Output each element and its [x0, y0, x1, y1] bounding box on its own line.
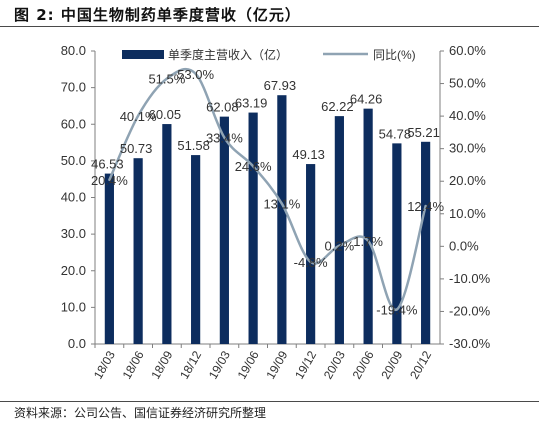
yoy-growth-point — [136, 114, 140, 117]
yoy-growth-point — [251, 165, 255, 168]
line-value-label: 13.1% — [263, 197, 300, 212]
left-tick-label: 70.0 — [61, 80, 86, 95]
left-tick-label: 30.0 — [61, 226, 86, 241]
revenue-bar — [421, 141, 431, 344]
revenue-bar — [392, 143, 402, 344]
legend-layer: 单季度主营收入（亿） 同比(%) — [122, 47, 416, 62]
left-tick-label: 80.0 — [61, 43, 86, 58]
figure-title: 图 2: 中国生物制药单季度营收（亿元） — [14, 6, 301, 24]
revenue-bar — [133, 158, 143, 344]
bar-value-label: 46.53 — [91, 157, 124, 172]
source-rule — [0, 401, 539, 402]
x-tick-label: 20/03 — [321, 348, 348, 381]
line-value-label: 20.4% — [91, 173, 128, 188]
yoy-growth-point — [309, 260, 312, 264]
revenue-bar — [162, 124, 172, 345]
revenue-bar — [363, 108, 373, 344]
yoy-growth-point — [194, 72, 197, 75]
revenue-bar — [277, 95, 287, 344]
legend-bar-swatch — [122, 50, 164, 59]
right-tick-label: 40.0% — [449, 108, 486, 123]
line-value-label: 53.0% — [177, 67, 214, 82]
line-value-label: -19.4% — [376, 302, 418, 317]
right-tick-label: 20.0% — [449, 173, 486, 188]
bar-value-label: 55.21 — [407, 125, 440, 140]
yoy-growth-point — [395, 308, 399, 311]
left-tick-label: 60.0 — [61, 116, 86, 131]
line-value-label: 40.1% — [120, 109, 157, 124]
right-tick-label: -10.0% — [449, 271, 491, 286]
line-value-label: 33.4% — [206, 131, 243, 146]
right-tick-label: 0.0% — [449, 238, 479, 253]
bar-value-label: 67.93 — [264, 78, 297, 93]
bar-value-label: 63.19 — [235, 96, 268, 111]
yoy-growth-point — [223, 136, 226, 139]
revenue-bar — [306, 164, 316, 344]
line-layer — [108, 67, 427, 311]
yoy-growth-line — [108, 67, 427, 311]
line-value-label: 24.6% — [235, 159, 272, 174]
bar-value-label: 51.58 — [177, 138, 210, 153]
x-tick-label: 18/06 — [120, 348, 147, 381]
bar-value-label: 64.26 — [350, 92, 383, 107]
x-tick-label: 20/09 — [378, 348, 405, 381]
bar-value-label: 62.08 — [206, 100, 239, 115]
bar-value-label: 60.05 — [149, 107, 182, 122]
line-value-label: -4.8% — [294, 255, 328, 270]
bars-layer — [104, 95, 431, 345]
right-tick-label: 10.0% — [449, 206, 486, 221]
x-tick-label: 18/12 — [177, 348, 204, 381]
left-tick-label: 50.0 — [61, 153, 86, 168]
revenue-bar — [219, 116, 229, 344]
revenue-bar — [104, 173, 114, 344]
line-value-label: 12.4% — [407, 199, 444, 214]
x-tick-label: 19/03 — [206, 348, 233, 381]
line-value-label: 0.2% — [325, 239, 355, 254]
x-tick-label: 19/09 — [263, 348, 290, 381]
x-tick-label: 20/06 — [350, 348, 377, 381]
x-tick-label: 20/12 — [407, 348, 434, 381]
source-note: 资料来源：公司公告、国信证券经济研究所整理 — [14, 406, 267, 420]
revenue-bar — [334, 116, 344, 344]
x-tick-label: 19/06 — [235, 348, 262, 381]
right-tick-label: -30.0% — [449, 336, 491, 351]
left-tick-label: 10.0 — [61, 299, 86, 314]
title-rule — [0, 26, 539, 27]
right-tick-label: 60.0% — [449, 43, 486, 58]
left-tick-label: 20.0 — [61, 263, 86, 278]
yoy-growth-point — [280, 202, 284, 205]
bar-value-label: 50.73 — [120, 141, 153, 156]
line-value-label: 51.5% — [148, 72, 185, 87]
bar-value-label: 62.22 — [321, 99, 354, 114]
legend-line-label: 同比(%) — [373, 48, 416, 62]
yoy-growth-point — [424, 204, 427, 208]
left-tick-label: 40.0 — [61, 190, 86, 205]
yoy-growth-point — [366, 239, 370, 242]
right-tick-label: 50.0% — [449, 76, 486, 91]
yoy-growth-point — [338, 244, 341, 247]
legend-bar-label: 单季度主营收入（亿） — [168, 47, 288, 62]
x-tick-label: 19/12 — [292, 348, 319, 381]
revenue-chart: 0.0 10.0 20.0 30.0 40.0 50.0 60.0 70.0 80.0 -30.0… — [61, 43, 491, 382]
right-tick-label: 30.0% — [449, 141, 486, 156]
yoy-growth-point — [165, 77, 169, 80]
left-tick-label: 0.0 — [68, 336, 86, 351]
bar-value-label: 54.78 — [379, 126, 412, 141]
revenue-bar — [191, 155, 201, 344]
line-value-label: 1.7% — [353, 234, 383, 249]
x-tick-label: 18/03 — [91, 348, 118, 381]
right-tick-label: -20.0% — [449, 303, 491, 318]
revenue-bar — [248, 112, 258, 345]
bar-value-label: 49.13 — [292, 147, 325, 162]
yoy-growth-point — [108, 178, 111, 182]
x-tick-label: 18/09 — [148, 348, 175, 381]
